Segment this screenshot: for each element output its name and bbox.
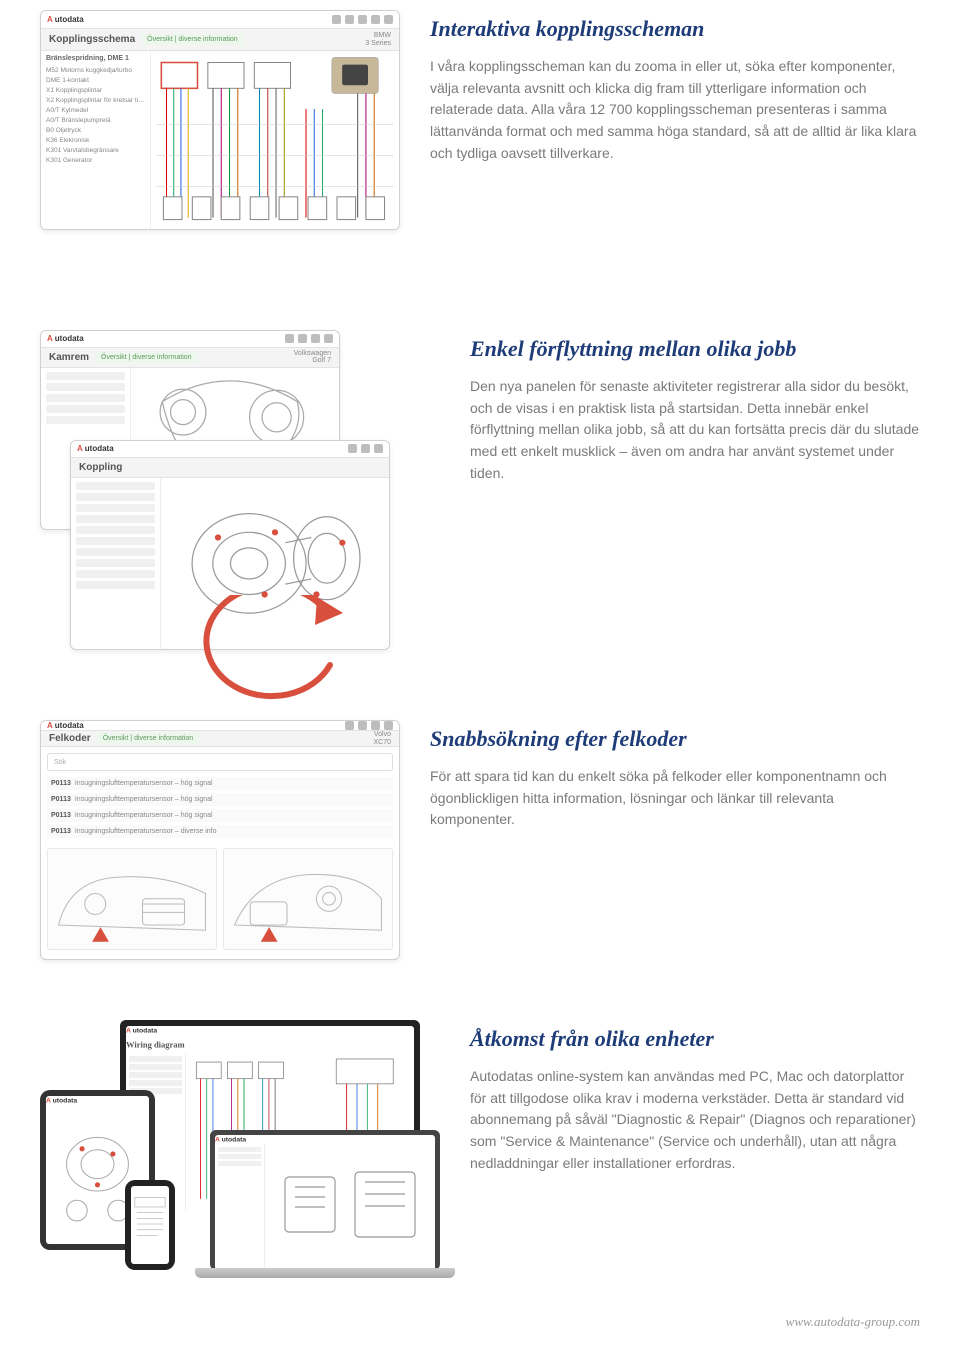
component-list: M52 Motorns kuggkedja/turbo DME 1-kontak… [46, 65, 145, 165]
section4-heading: Åtkomst från olika enheter [470, 1026, 920, 1052]
window-titlebar: Koppling [71, 458, 389, 478]
page-title: Kamrem [49, 352, 89, 363]
fault-row[interactable]: P0113Insugningslufttemperatursensor – hö… [47, 777, 393, 790]
list-item: DME 1-kontakt [46, 75, 145, 85]
section-interactive-wiring: Autodata Kopplingsschema Översikt | dive… [40, 10, 920, 230]
sidebar-header: Bränslespridning, DME 1 [46, 55, 145, 62]
list-item: X1 Kopplingsplintar [46, 85, 145, 95]
toolbar-icon [384, 15, 393, 24]
window-titlebar: Felkoder Översikt | diverse information … [41, 731, 399, 747]
breadcrumb: Översikt | diverse information [141, 34, 244, 45]
window-topbar: Autodata [41, 331, 339, 348]
location-diagram [223, 848, 393, 950]
list-item: M52 Motorns kuggkedja/turbo [46, 65, 145, 75]
fault-row[interactable]: P0113Insugningslufttemperatursensor – hö… [47, 809, 393, 822]
list-item: K36 Elekronisk [46, 135, 145, 145]
toolbar-icon [371, 721, 380, 730]
vehicle-badge: BMW 3 Series [365, 32, 391, 47]
vehicle-model: 3 Series [365, 40, 391, 48]
window-topbar: Autodata [71, 441, 389, 458]
brand-first: A [47, 15, 53, 24]
fault-code-list: P0113Insugningslufttemperatursensor – hö… [47, 777, 393, 838]
section3-body: För att spara tid kan du enkelt söka på … [430, 766, 920, 831]
wiring-svg [151, 51, 399, 229]
toolbar-icon [348, 444, 357, 453]
list-item: K301 Varvtalsbegränsare [46, 145, 145, 155]
list-item: A0/T Kylmedel [46, 105, 145, 115]
window-titlebar: Kamrem Översikt | diverse information Vo… [41, 348, 339, 368]
fault-row[interactable]: P0113Insugningslufttemperatursensor – hö… [47, 793, 393, 806]
brand-logo: Autodata [47, 721, 84, 730]
window-topbar: Autodata [41, 721, 399, 731]
devices-illustration: Autodata Wiring diagram [40, 1020, 440, 1280]
breadcrumb: Översikt | diverse information [95, 352, 198, 363]
toolbar-icon [311, 334, 320, 343]
toolbar-icon [374, 444, 383, 453]
laptop: Autodata [210, 1130, 440, 1270]
window-topbar: Autodata [41, 11, 399, 29]
section1-heading: Interaktiva kopplingsscheman [430, 16, 920, 42]
location-diagram [47, 848, 217, 950]
window-titlebar: Kopplingsschema Översikt | diverse infor… [41, 29, 399, 51]
list-item: A0/T Bränslepumprelä [46, 115, 145, 125]
sidebar [71, 478, 161, 649]
list-item: B0 Oljetryck [46, 125, 145, 135]
wiring-diagram-canvas [151, 51, 399, 229]
page-title: Koppling [79, 462, 122, 473]
toolbar-icon [361, 444, 370, 453]
section1-body: I våra kopplingsscheman kan du zooma in … [430, 56, 920, 164]
toolbar-icon [332, 15, 341, 24]
vehicle-badge: Volvo XC70 [373, 731, 391, 746]
page-title: Kopplingsschema [49, 34, 135, 45]
brand-logo: Autodata [77, 444, 114, 453]
toolbar-icon [285, 334, 294, 343]
section3-heading: Snabbsökning efter felkoder [430, 726, 920, 752]
vehicle-make: BMW [365, 32, 391, 40]
section2-body: Den nya panelen för senaste aktiviteter … [470, 376, 920, 484]
toolbar-icon [384, 721, 393, 730]
toolbar-icon [358, 721, 367, 730]
section-multi-device: Autodata Wiring diagram [40, 1020, 920, 1280]
list-item: X2 Kopplingsplintar för kretsar till/frå… [46, 95, 145, 105]
fault-row[interactable]: P0113Insugningslufttemperatursensor – di… [47, 825, 393, 838]
phone [125, 1180, 175, 1270]
brand-logo: Autodata [47, 15, 84, 24]
search-placeholder: Sök [54, 759, 66, 766]
brand-logo: Autodata [47, 334, 84, 343]
toolbar-icon [358, 15, 367, 24]
section-job-switching: Autodata Kamrem Översikt | diverse infor… [40, 330, 920, 660]
section1-screenshot: Autodata Kopplingsschema Översikt | dive… [40, 10, 400, 230]
component-sidebar: Bränslespridning, DME 1 M52 Motorns kugg… [41, 51, 151, 229]
swap-arrow-icon [185, 595, 345, 715]
toolbar-icon [345, 721, 354, 730]
vehicle-badge: Volkswagen Golf 7 [294, 350, 331, 365]
toolbar-icon [371, 15, 380, 24]
breadcrumb: Översikt | diverse information [97, 733, 200, 744]
toolbar-icon [324, 334, 333, 343]
footer-url: www.autodata-group.com [786, 1314, 920, 1330]
section-fault-codes: Autodata Felkoder Översikt | diverse inf… [40, 720, 920, 960]
section4-body: Autodatas online-system kan användas med… [470, 1066, 920, 1174]
section2-heading: Enkel förflyttning mellan olika jobb [470, 336, 920, 362]
list-item: K301 Generator [46, 155, 145, 165]
section3-screenshot: Autodata Felkoder Översikt | diverse inf… [40, 720, 400, 960]
toolbar-icon [345, 15, 354, 24]
toolbar-icon [298, 334, 307, 343]
brand-rest: utodata [55, 15, 84, 24]
page-title: Felkoder [49, 733, 91, 744]
search-input[interactable]: Sök [47, 753, 393, 771]
section2-screenshots: Autodata Kamrem Översikt | diverse infor… [40, 330, 440, 660]
wiring-content: Bränslespridning, DME 1 M52 Motorns kugg… [41, 51, 399, 229]
